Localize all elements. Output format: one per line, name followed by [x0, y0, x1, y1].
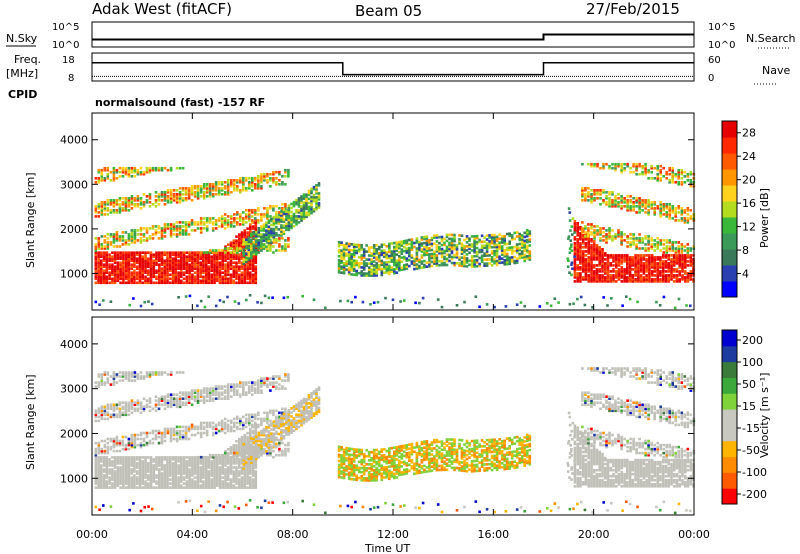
freq-label: Freq.	[14, 53, 41, 66]
range-tick-label: 1000	[60, 472, 88, 485]
nsearch-tick-top: 10^5	[708, 22, 735, 33]
velocity-panel: 1000 2000 3000 4000 Slant Range [km]	[24, 316, 696, 516]
date-title: 27/Feb/2015	[586, 0, 680, 18]
time-axis: 00:00 04:00 08:00 12:00 16:00 20:00 00:00	[76, 113, 710, 541]
time-tick-label: 08:00	[277, 528, 309, 541]
cpid-text: normalsound (fast) -157 RF	[95, 96, 265, 109]
nsky-tick-top: 10^5	[52, 22, 79, 33]
range-tick-label: 2000	[60, 223, 88, 236]
colorbar-tick-label: 24	[742, 150, 756, 163]
colorbar-tick-label: -50	[742, 444, 760, 457]
nsky-tick-bottom: 10^0	[52, 40, 79, 51]
colorbar-tick-label: 50	[742, 378, 756, 391]
beam-title: Beam 05	[355, 2, 422, 20]
velocity-colorbar: 200 100 50 15 -15 -50 -100 -200 Velocity [m s⁻¹…	[721, 329, 771, 505]
colorbar-tick-label: -15	[742, 422, 760, 435]
range-tick-label: 4000	[60, 338, 88, 351]
noise-panel: N.Sky N.Search 10^5 10^0 10^5 10^0	[6, 21, 796, 51]
xlabel: Time UT	[364, 542, 410, 554]
colorbar-tick-label: 12	[742, 221, 756, 234]
frequency-line	[92, 62, 694, 76]
nsky-series	[92, 33, 694, 41]
time-tick-label: 16:00	[477, 528, 509, 541]
freq-tick-top: 18	[62, 55, 75, 66]
nsky-label: N.Sky	[6, 32, 38, 45]
velocity-y-ticks: 1000 2000 3000 4000	[60, 338, 694, 485]
time-tick-label: 04:00	[176, 528, 208, 541]
range-tick-label: 4000	[60, 134, 88, 147]
colorbar-tick-label: 200	[742, 334, 763, 347]
freq-tick-bottom: 8	[68, 73, 74, 84]
colorbar-tick-label: -100	[742, 466, 767, 479]
colorbar-tick-label: 4	[742, 268, 749, 281]
velocity-scatter	[94, 367, 696, 515]
range-tick-label: 3000	[60, 178, 88, 191]
freq-unit-label: [MHz]	[6, 67, 38, 80]
power-colorbar-label: Power [dB]	[758, 188, 771, 248]
colorbar-tick-label: 100	[742, 356, 763, 369]
colorbar-tick-label: 15	[742, 400, 756, 413]
velocity-ylabel: Slant Range [km]	[24, 374, 37, 470]
colorbar-tick-label: -200	[742, 488, 767, 501]
colorbar-tick-label: 20	[742, 174, 756, 187]
frequency-series	[92, 62, 694, 77]
time-tick-label: 00:00	[76, 528, 108, 541]
velocity-colorbar-label: Velocity [m s⁻¹]	[758, 373, 771, 458]
power-scatter	[94, 162, 696, 310]
nave-label: Nave	[762, 64, 790, 77]
nsearch-tick-bottom: 10^0	[708, 40, 735, 51]
colorbar-tick-label: 16	[742, 197, 756, 210]
time-tick-label: 20:00	[578, 528, 610, 541]
range-tick-label: 1000	[60, 267, 88, 280]
power-panel: 1000 2000 3000 4000 Slant Range [km]	[24, 112, 696, 311]
cpid-label: CPID	[8, 88, 37, 101]
range-tick-label: 3000	[60, 383, 88, 396]
frequency-panel: Freq. [MHz] Nave 18 8 60 0	[6, 52, 790, 85]
time-tick-label: 00:00	[678, 528, 710, 541]
power-y-ticks: 1000 2000 3000 4000	[60, 134, 694, 280]
colorbar-tick-label: 8	[742, 244, 749, 257]
time-tick-label: 12:00	[377, 528, 409, 541]
nave-tick-top: 60	[708, 55, 721, 66]
radar-title: Adak West (fitACF)	[92, 0, 232, 18]
power-ylabel: Slant Range [km]	[24, 172, 37, 268]
nsearch-label: N.Search	[746, 32, 796, 45]
power-colorbar: 4 8 12 16 20 24 28 Power [dB]	[721, 120, 771, 298]
nsky-line	[92, 33, 694, 41]
range-tick-label: 2000	[60, 427, 88, 440]
colorbar-tick-label: 28	[742, 127, 756, 140]
nave-tick-bottom: 0	[708, 73, 714, 84]
